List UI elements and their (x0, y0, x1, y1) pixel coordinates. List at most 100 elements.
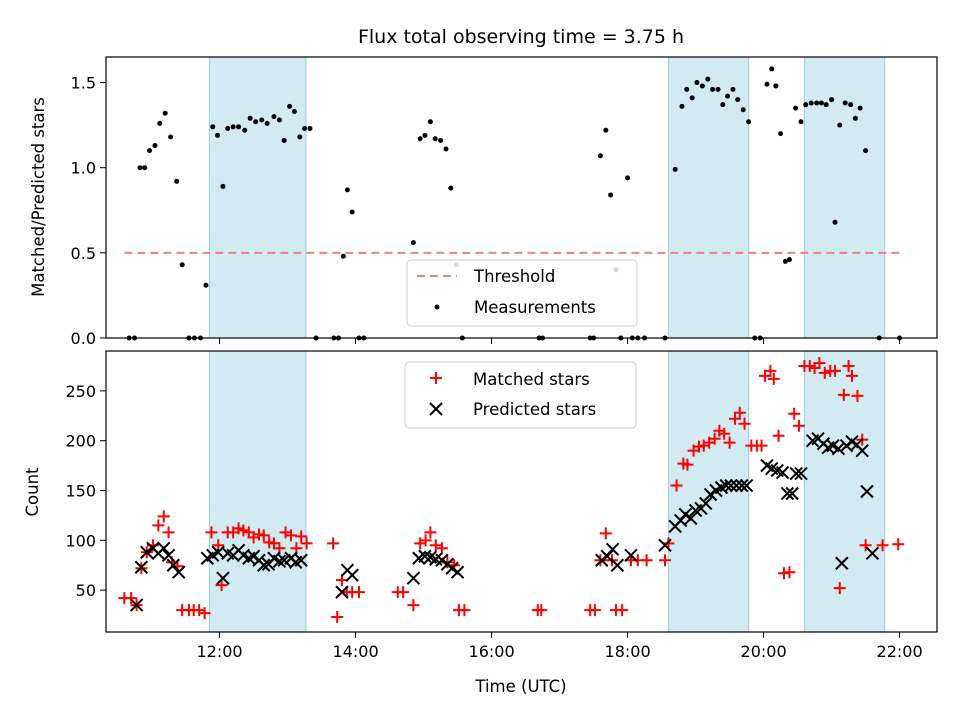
measurement-point (689, 95, 695, 101)
measurement-point (730, 86, 736, 92)
matched-star-point (755, 439, 768, 452)
top-x-ticks (219, 338, 901, 344)
predicted-star-point (445, 561, 459, 575)
matched-star-point (198, 607, 211, 620)
measurement-point (147, 148, 153, 154)
measurement-point (832, 219, 838, 225)
measurement-point (725, 93, 731, 99)
predicted-star-point (161, 548, 176, 562)
measurement-point (215, 132, 221, 138)
matched-star-point (152, 519, 165, 532)
predicted-star-point (835, 556, 849, 570)
predicted-star-point (724, 478, 738, 493)
predicted-star-point (157, 541, 171, 556)
legend-matched-label: Matched stars (473, 370, 590, 389)
predicted-star-point (789, 466, 803, 481)
measurement-point (340, 253, 346, 259)
measurement-point (302, 126, 308, 132)
x-tick-label: 14:00 (333, 642, 379, 661)
matched-star-point (458, 604, 471, 617)
measurement-point (427, 119, 433, 125)
measurement-point (773, 83, 779, 89)
top-y-tick-label: 0.0 (71, 329, 96, 348)
predicted-star-point (216, 571, 230, 585)
predicted-star-point (775, 465, 790, 480)
predicted-star-point (719, 478, 733, 493)
measurement-point (699, 83, 705, 89)
predicted-star-point (450, 565, 465, 579)
measurement-point (203, 282, 209, 288)
matched-star-point (640, 554, 653, 567)
predicted-star-point (658, 538, 672, 553)
measurement-point (672, 166, 678, 172)
top-y-ticks: 0.0 0.5 1.0 1.5 (71, 74, 106, 348)
top-axes-frame (105, 56, 938, 339)
matched-star-point (738, 417, 751, 430)
predicted-star-point (418, 549, 432, 563)
matched-star-point (237, 524, 250, 537)
measurement-point (210, 124, 216, 130)
matched-star-point (419, 534, 432, 547)
measurement-point (236, 124, 242, 130)
top-y-tick-label: 0.5 (71, 244, 96, 263)
matched-star-point (215, 579, 228, 592)
measurement-point (417, 136, 423, 142)
matched-star-point (193, 604, 206, 617)
measurement-point (344, 187, 350, 193)
matched-star-point (845, 369, 858, 382)
observing-intervals-bottom (208, 350, 886, 633)
measurement-point (603, 127, 609, 133)
measurement-point (735, 97, 741, 103)
measurement-point (842, 100, 848, 106)
matched-star-point (295, 530, 308, 543)
bottom-legend: Matched stars Predicted stars (404, 361, 637, 429)
predicted-star-point (699, 496, 713, 511)
measurement-point (782, 258, 788, 264)
predicted-star-point (610, 558, 625, 572)
measurement-point (798, 119, 804, 125)
measurement-point (694, 80, 700, 86)
measurement-point (848, 102, 854, 108)
predicted-star-point (624, 548, 638, 562)
matched-star-point (772, 429, 785, 442)
measurement-point (142, 165, 148, 171)
matched-star-point (279, 526, 292, 539)
measurement-point (276, 117, 282, 123)
measurement-point (307, 126, 313, 132)
matched-star-point (837, 388, 850, 401)
measurement-point (152, 143, 158, 149)
measurement-point (264, 120, 270, 126)
measurement-point (230, 124, 236, 130)
matched-star-point (157, 510, 170, 523)
measurement-point (242, 127, 248, 133)
matched-star-point (125, 592, 138, 605)
measurement-point (259, 117, 265, 123)
matched-star-point (407, 599, 420, 612)
matched-star-point (284, 529, 297, 542)
measurement-point (720, 102, 726, 108)
measurement-point (349, 209, 355, 215)
predicted-star-point (134, 560, 149, 574)
measurement-point (778, 131, 784, 137)
count-panel: 50 100 150 200 250 12:00 14:00 16:00 18:00 20:00… (23, 350, 938, 696)
legend-predicted-label: Predicted stars (473, 400, 596, 419)
measurement-point (287, 103, 293, 109)
measurement-point (625, 175, 631, 181)
matched-star-point (429, 539, 442, 552)
predicted-star-point (684, 511, 698, 526)
matched-star-point (792, 419, 805, 432)
measurement-point (818, 100, 824, 106)
matched-star-point (352, 586, 365, 599)
matched-star-point (599, 527, 612, 540)
measurement-point (684, 86, 690, 92)
x-tick-label: 18:00 (605, 642, 651, 661)
bottom-y-ticks: 50 100 150 200 250 (65, 382, 106, 600)
matched-star-point (397, 586, 410, 599)
matched-star-point (718, 427, 731, 440)
measurement-point (608, 192, 614, 198)
measurement-point (225, 126, 231, 132)
bottom-y-tick-label: 100 (65, 531, 96, 550)
top-y-tick-label: 1.0 (71, 159, 96, 178)
measurement-point (829, 97, 835, 103)
measurement-point (253, 119, 259, 125)
